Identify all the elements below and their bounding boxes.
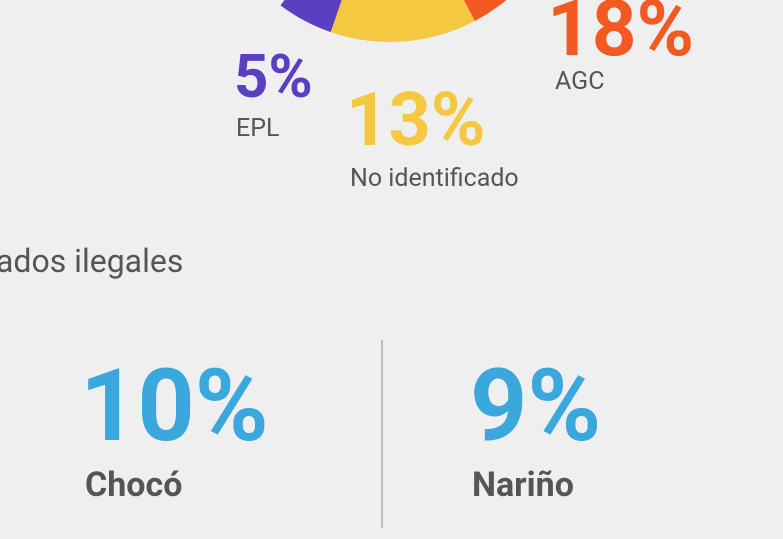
- stat-value: 10%: [80, 348, 269, 465]
- stat-label: Chocó: [85, 465, 182, 505]
- stat-label: Nariño: [472, 465, 574, 505]
- slice-category-label: No identificado: [350, 164, 519, 193]
- slice-category-label: EPL: [236, 114, 279, 143]
- slice-value-label: 18%: [547, 0, 694, 75]
- stat-value: 9%: [470, 348, 601, 465]
- section-title: ados ilegales: [0, 242, 183, 280]
- slice-category-label: AGC: [555, 67, 604, 96]
- pie-slice: [330, 0, 475, 42]
- pie-slice: [463, 0, 507, 21]
- pie-slice: [280, 0, 342, 33]
- slice-value-label: 13%: [346, 77, 486, 164]
- slice-value-label: 5%: [234, 41, 313, 112]
